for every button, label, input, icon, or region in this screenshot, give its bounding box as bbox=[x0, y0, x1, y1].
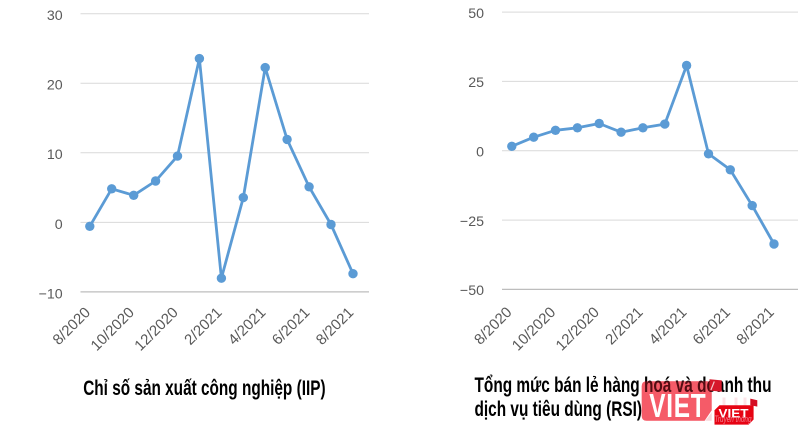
svg-text:6/2021: 6/2021 bbox=[269, 304, 313, 348]
svg-text:10/2020: 10/2020 bbox=[509, 304, 559, 354]
svg-text:2/2021: 2/2021 bbox=[181, 304, 225, 348]
svg-text:12/2020: 12/2020 bbox=[553, 304, 603, 354]
svg-text:VIET: VIET bbox=[649, 389, 706, 425]
svg-text:20: 20 bbox=[47, 78, 63, 94]
svg-text:−10: −10 bbox=[39, 286, 63, 302]
svg-text:25: 25 bbox=[468, 75, 484, 91]
svg-text:Truyền thông: Truyền thông bbox=[715, 414, 752, 425]
svg-text:−50: −50 bbox=[460, 283, 484, 299]
svg-text:10: 10 bbox=[47, 147, 63, 163]
svg-text:Chỉ số sản xuất công nghiệp (I: Chỉ số sản xuất công nghiệp (IIP) bbox=[83, 376, 325, 400]
svg-text:10/2020: 10/2020 bbox=[88, 304, 138, 354]
svg-text:2/2021: 2/2021 bbox=[602, 304, 646, 348]
svg-text:6/2021: 6/2021 bbox=[690, 304, 734, 348]
svg-text:4/2021: 4/2021 bbox=[646, 304, 690, 348]
svg-text:VIET: VIET bbox=[719, 409, 749, 421]
svg-text:Tổng mức bán lẻ hàng hoá và do: Tổng mức bán lẻ hàng hoá và doanh thu bbox=[475, 373, 772, 397]
svg-text:0: 0 bbox=[55, 217, 63, 233]
svg-text:4/2021: 4/2021 bbox=[225, 304, 269, 348]
svg-text:8/2021: 8/2021 bbox=[313, 304, 357, 348]
svg-text:30: 30 bbox=[47, 8, 63, 24]
svg-text:−25: −25 bbox=[460, 214, 484, 230]
svg-text:50: 50 bbox=[468, 6, 484, 22]
svg-text:dịch vụ tiêu dùng (RSI): dịch vụ tiêu dùng (RSI) bbox=[475, 397, 643, 421]
svg-text:8/2021: 8/2021 bbox=[733, 304, 777, 348]
svg-text:0: 0 bbox=[476, 145, 484, 161]
svg-text:12/2020: 12/2020 bbox=[131, 304, 181, 354]
